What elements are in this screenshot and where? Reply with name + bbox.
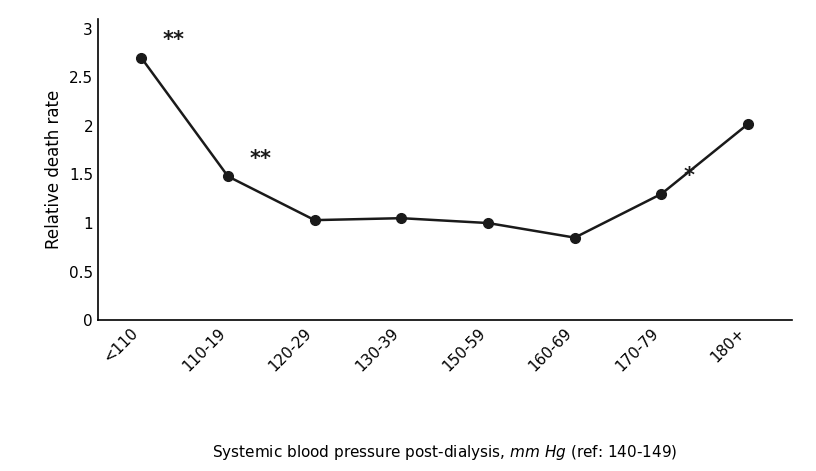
X-axis label: Systemic blood pressure post-dialysis, $\it{mm\ Hg}$ (ref: 140-149): Systemic blood pressure post-dialysis, $… [212, 443, 677, 463]
Text: **: ** [250, 148, 272, 169]
Y-axis label: Relative death rate: Relative death rate [46, 90, 64, 249]
Text: **: ** [163, 30, 185, 50]
Text: *: * [683, 166, 694, 186]
